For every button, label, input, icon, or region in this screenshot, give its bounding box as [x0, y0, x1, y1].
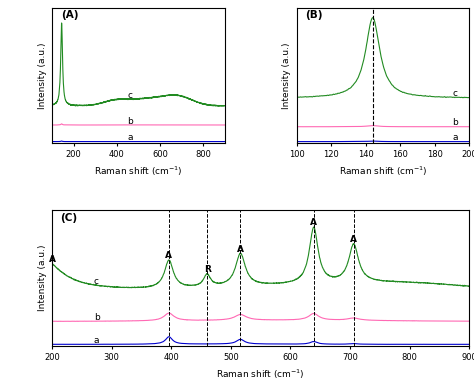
Text: A: A: [165, 251, 173, 260]
Y-axis label: Intensity (a.u.): Intensity (a.u.): [283, 42, 292, 109]
X-axis label: Raman shift (cm$^{-1}$): Raman shift (cm$^{-1}$): [339, 165, 428, 179]
Y-axis label: Intensity (a.u.): Intensity (a.u.): [37, 42, 46, 109]
Text: a: a: [452, 133, 457, 142]
Text: (C): (C): [61, 213, 78, 223]
Text: R: R: [204, 265, 210, 274]
Text: A: A: [350, 235, 357, 244]
Text: b: b: [94, 313, 100, 322]
Text: A: A: [49, 255, 55, 263]
X-axis label: Raman shift (cm$^{-1}$): Raman shift (cm$^{-1}$): [216, 368, 305, 381]
Text: c: c: [128, 91, 133, 100]
Text: a: a: [94, 336, 100, 345]
Y-axis label: Intensity (a.u.): Intensity (a.u.): [37, 245, 46, 311]
Text: b: b: [452, 119, 458, 127]
Text: (B): (B): [306, 10, 323, 20]
Text: a: a: [128, 133, 133, 142]
Text: c: c: [452, 89, 457, 98]
Text: b: b: [128, 117, 133, 126]
Text: A: A: [237, 245, 244, 253]
X-axis label: Raman shift (cm$^{-1}$): Raman shift (cm$^{-1}$): [94, 165, 182, 179]
Text: A: A: [310, 218, 317, 227]
Text: c: c: [94, 277, 99, 286]
Text: (A): (A): [61, 10, 78, 20]
